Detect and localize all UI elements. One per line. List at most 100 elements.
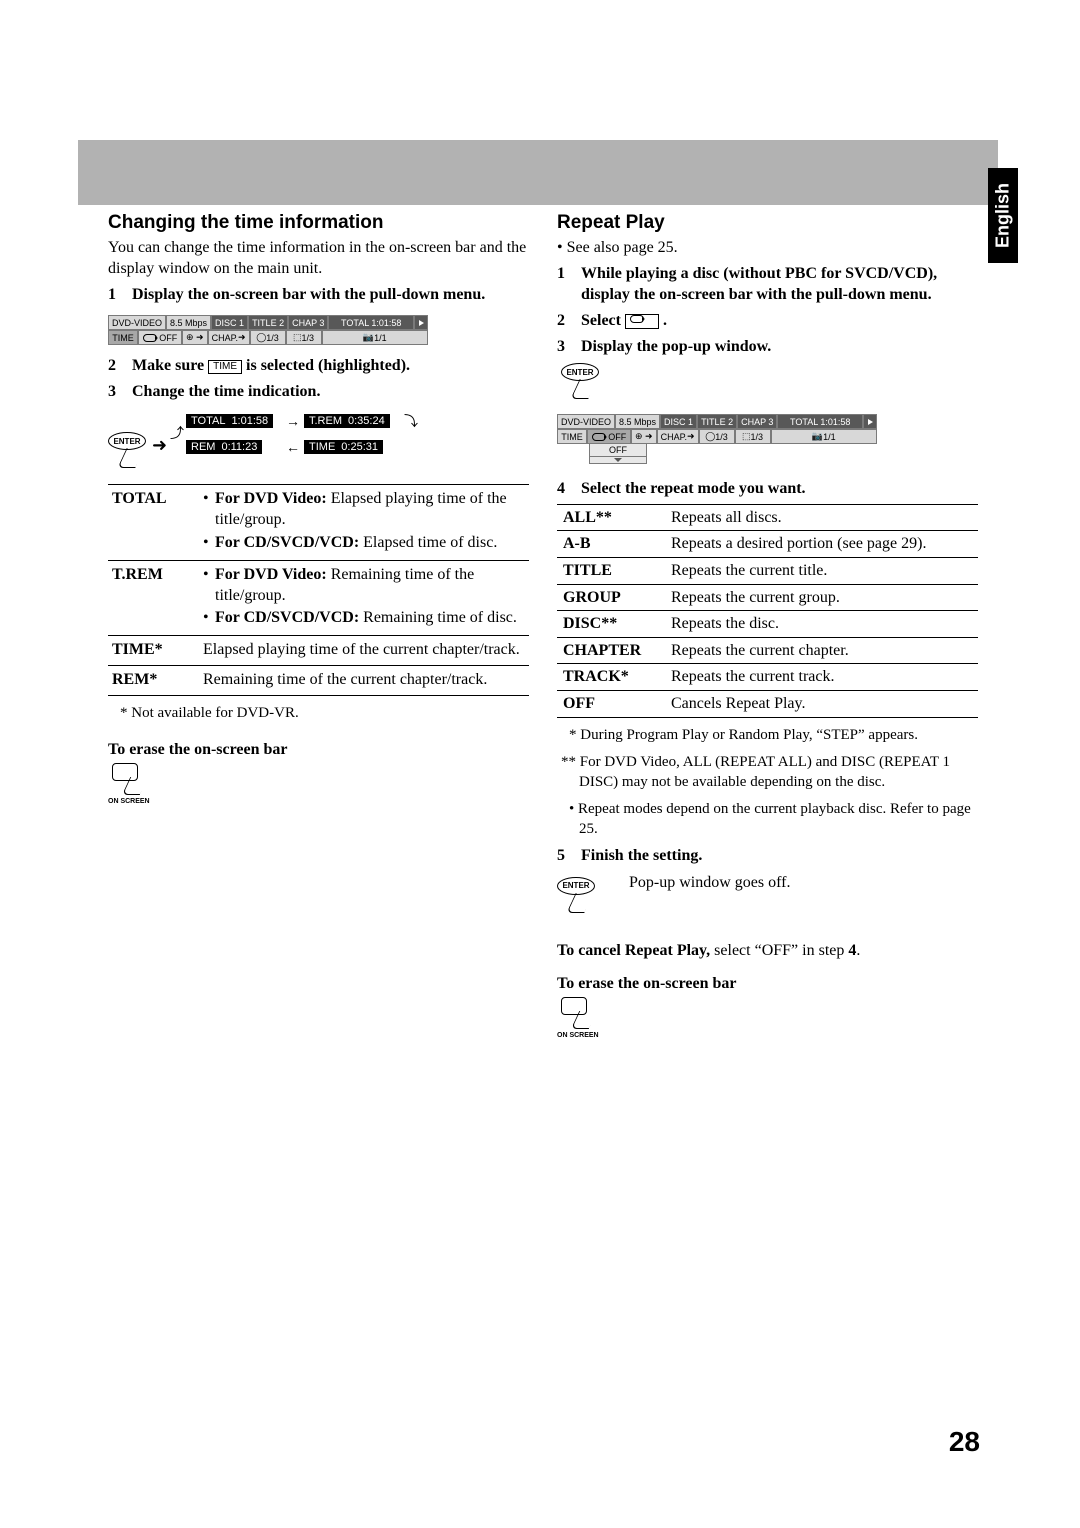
osd-play-icon (863, 414, 877, 429)
arrow-right-icon: → (286, 414, 300, 428)
cancel-text: To cancel Repeat Play, select “OFF” in s… (557, 941, 978, 962)
right-heading: Repeat Play (557, 212, 978, 234)
osd-dvd: DVD-VIDEO (557, 414, 615, 429)
def-key: T.REM (108, 560, 203, 635)
osd-subtitle: ⬚ 1/3 (735, 429, 771, 444)
right-column: Repeat Play • See also page 25. 1 While … (557, 212, 978, 1044)
osd-play-icon (414, 315, 428, 330)
step-body: Display the pop-up window. (581, 336, 978, 358)
table-row: TITLERepeats the current title. (557, 557, 978, 584)
pill-time: TIME0:25:31 (304, 440, 383, 454)
def-val: •For DVD Video: Elapsed playing time of … (203, 485, 529, 560)
onscreen-button-icon: ON SCREEN (557, 997, 605, 1039)
osd-chap-jump: CHAP. ➜ (657, 429, 699, 444)
off-dropdown: OFF (589, 443, 647, 464)
step-num: 5 (557, 845, 571, 867)
osd-angle: 📷 1/1 (771, 429, 878, 444)
step-body: While playing a disc (without PBC for SV… (581, 263, 978, 306)
step-num: 2 (108, 355, 122, 377)
osd-bar-1: DVD-VIDEO 8.5 Mbps DISC 1 TITLE 2 CHAP 3… (108, 315, 428, 345)
def-val: •For DVD Video: Remaining time of the ti… (203, 560, 529, 635)
osd-audio: ◯ 1/3 (250, 330, 286, 345)
def-key: TOTAL (108, 485, 203, 560)
osd-total: TOTAL 1:01:58 (328, 315, 414, 330)
table-row: ALL**Repeats all discs. (557, 504, 978, 531)
header-gray-band (78, 140, 998, 205)
step-num: 3 (557, 336, 571, 358)
step-num: 3 (108, 381, 122, 403)
table-row: GROUPRepeats the current group. (557, 584, 978, 611)
osd-chap-jump: CHAP. ➜ (208, 330, 250, 345)
right-step-4: 4 Select the repeat mode you want. (557, 478, 978, 500)
arrow-up-icon: ⤴ (170, 426, 184, 440)
def-key: REM* (108, 665, 203, 695)
repeat-box-icon (625, 314, 659, 329)
step-num: 2 (557, 310, 571, 332)
pill-total: TOTAL1:01:58 (186, 414, 273, 428)
osd-mbps: 8.5 Mbps (615, 414, 660, 429)
osd-audio: ◯ 1/3 (699, 429, 735, 444)
osd-clock-icon: ⊕ ➜ (631, 429, 657, 444)
osd-title: TITLE 2 (248, 315, 288, 330)
repeat-modes-table: ALL**Repeats all discs. A-BRepeats a des… (557, 504, 978, 718)
step-body: Change the time indication. (132, 381, 529, 403)
left-step-3: 3 Change the time indication. (108, 381, 529, 403)
step-num: 1 (557, 263, 571, 306)
left-intro: You can change the time information in t… (108, 238, 529, 280)
step-num: 4 (557, 478, 571, 500)
table-row: DISC**Repeats the disc. (557, 611, 978, 638)
time-cycle-diagram: ENTER TOTAL1:01:58 → T.REM0:35:24 ⤵ REM0… (108, 414, 448, 474)
step-body: Make sure TIME is selected (highlighted)… (132, 355, 529, 377)
osd-subtitle: ⬚ 1/3 (286, 330, 322, 345)
right-step-1: 1 While playing a disc (without PBC for … (557, 263, 978, 306)
table-row: TIME* Elapsed playing time of the curren… (108, 636, 529, 666)
step-body: Finish the setting. (581, 845, 978, 867)
popup-off-text: Pop-up window goes off. (629, 873, 790, 894)
erase-heading: To erase the on-screen bar (108, 741, 529, 759)
erase-heading-2: To erase the on-screen bar (557, 975, 978, 993)
osd-repeat-off: OFF (587, 429, 631, 444)
table-row: CHAPTERRepeats the current chapter. (557, 637, 978, 664)
footnote-2: ** For DVD Video, ALL (REPEAT ALL) and D… (557, 753, 978, 792)
onscreen-button-icon: ON SCREEN (108, 763, 156, 805)
pill-trem: T.REM0:35:24 (304, 414, 390, 428)
language-tab: English (988, 168, 1018, 263)
footnote-star: * Not available for DVD-VR. (108, 704, 529, 724)
repeat-icon (143, 334, 157, 342)
time-definitions-table: TOTAL •For DVD Video: Elapsed playing ti… (108, 484, 529, 695)
table-row: TOTAL •For DVD Video: Elapsed playing ti… (108, 485, 529, 560)
table-row: A-BRepeats a desired portion (see page 2… (557, 531, 978, 558)
right-step-5: 5 Finish the setting. (557, 845, 978, 867)
osd-repeat-off: OFF (138, 330, 182, 345)
footnote-3: • Repeat modes depend on the current pla… (557, 800, 978, 839)
osd-time-btn: TIME (108, 330, 138, 345)
table-row: REM* Remaining time of the current chapt… (108, 665, 529, 695)
osd-mbps: 8.5 Mbps (166, 315, 211, 330)
finish-row: ENTER Pop-up window goes off. (557, 871, 978, 921)
osd-time-btn: TIME (557, 429, 587, 444)
enter-button-icon: ENTER (557, 877, 599, 915)
arrow-down-icon: ⤵ (404, 414, 418, 428)
enter-button-icon: ENTER (108, 432, 150, 470)
step-body: Select the repeat mode you want. (581, 478, 978, 500)
arrow-pointer-icon: ➜ (152, 436, 167, 454)
table-row: T.REM •For DVD Video: Remaining time of … (108, 560, 529, 635)
osd-chap: CHAP 3 (737, 414, 777, 429)
osd-angle: 📷 1/1 (322, 330, 429, 345)
step-body: Select . (581, 310, 978, 332)
footnote-1: * During Program Play or Random Play, “S… (557, 726, 978, 746)
right-step-3: 3 Display the pop-up window. (557, 336, 978, 358)
page-number: 28 (949, 1426, 980, 1458)
arrow-left-icon: ← (286, 440, 300, 454)
osd-clock-icon: ⊕ ➜ (182, 330, 208, 345)
right-step-2: 2 Select . (557, 310, 978, 332)
repeat-icon (592, 433, 606, 441)
step-num: 1 (108, 284, 122, 306)
osd-total: TOTAL 1:01:58 (777, 414, 863, 429)
osd-title: TITLE 2 (697, 414, 737, 429)
pill-rem: REM0:11:23 (186, 440, 262, 454)
table-row: OFFCancels Repeat Play. (557, 690, 978, 717)
left-step-1: 1 Display the on-screen bar with the pul… (108, 284, 529, 306)
time-box-icon: TIME (208, 360, 242, 374)
osd-disc: DISC 1 (211, 315, 248, 330)
